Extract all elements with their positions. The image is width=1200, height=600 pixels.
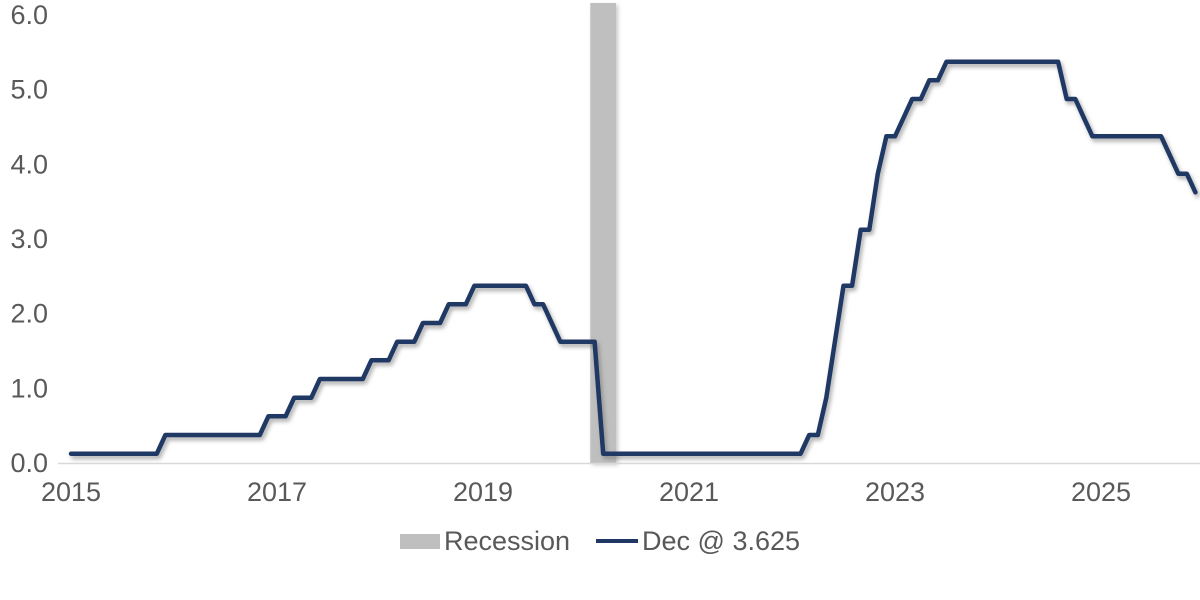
y-axis-tick-label: 6.0 bbox=[10, 0, 48, 30]
y-axis-tick-label: 0.0 bbox=[10, 448, 48, 478]
series-legend-label: Dec @ 3.625 bbox=[642, 526, 801, 556]
rate-series-line bbox=[68, 59, 1198, 456]
y-axis-tick-label: 5.0 bbox=[10, 75, 48, 105]
y-axis-tick-label: 4.0 bbox=[10, 149, 48, 179]
x-axis-tick-label: 2023 bbox=[865, 477, 925, 507]
chart-legend: Recession Dec @ 3.625 bbox=[0, 526, 1200, 556]
recession-legend-label: Recession bbox=[443, 526, 571, 556]
recession-swatch bbox=[399, 533, 440, 549]
x-axis-tick-label: 2015 bbox=[41, 477, 101, 507]
series-line-swatch-icon bbox=[596, 538, 639, 544]
x-axis-tick-label: 2017 bbox=[247, 477, 307, 507]
y-axis-tick-label: 1.0 bbox=[10, 373, 48, 403]
y-axis-tick-label: 3.0 bbox=[10, 224, 48, 254]
recession-band bbox=[590, 3, 616, 463]
y-axis-tick-label: 2.0 bbox=[10, 299, 48, 329]
x-axis-tick-label: 2019 bbox=[453, 477, 513, 507]
legend-item-recession: Recession bbox=[399, 526, 571, 556]
x-axis-tick-label: 2025 bbox=[1071, 477, 1131, 507]
x-axis-tick-label: 2021 bbox=[659, 477, 719, 507]
legend-item-series: Dec @ 3.625 bbox=[596, 526, 800, 556]
